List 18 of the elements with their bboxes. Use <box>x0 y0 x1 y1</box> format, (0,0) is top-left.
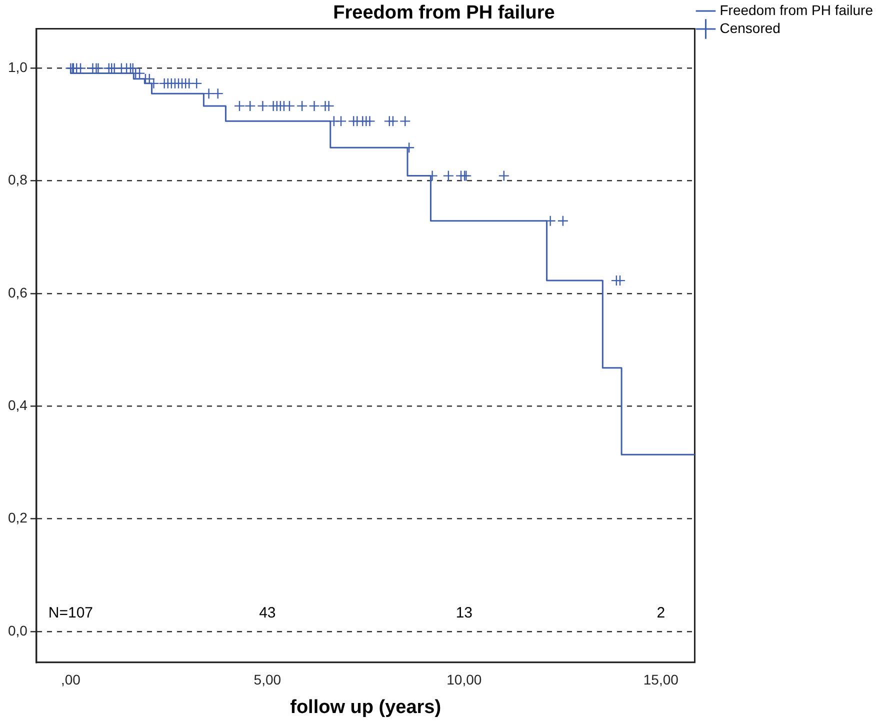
annotation: 2 <box>656 604 666 622</box>
x-tick-label: 5,00 <box>254 672 282 688</box>
annotation: N=107 <box>48 604 94 622</box>
y-tick-label: 0,4 <box>8 397 28 414</box>
annotation: 13 <box>456 604 473 622</box>
chart-title: Freedom from PH failure <box>333 2 555 24</box>
legend-label: Censored <box>720 20 780 36</box>
legend-label: Freedom from PH failure <box>720 2 874 18</box>
x-tick-label: ,00 <box>60 672 81 688</box>
x-tick-label: 15,00 <box>643 672 679 688</box>
y-tick-label: 1,0 <box>8 59 28 76</box>
y-tick-label: 0,6 <box>8 284 28 300</box>
x-axis-title: follow up (years) <box>290 696 442 718</box>
y-tick-label: 0,8 <box>8 172 28 188</box>
y-tick-label: 0,0 <box>8 622 28 638</box>
y-tick-label: 0,2 <box>8 510 28 526</box>
x-tick-label: 10,00 <box>446 672 482 688</box>
annotation: 43 <box>259 604 276 622</box>
